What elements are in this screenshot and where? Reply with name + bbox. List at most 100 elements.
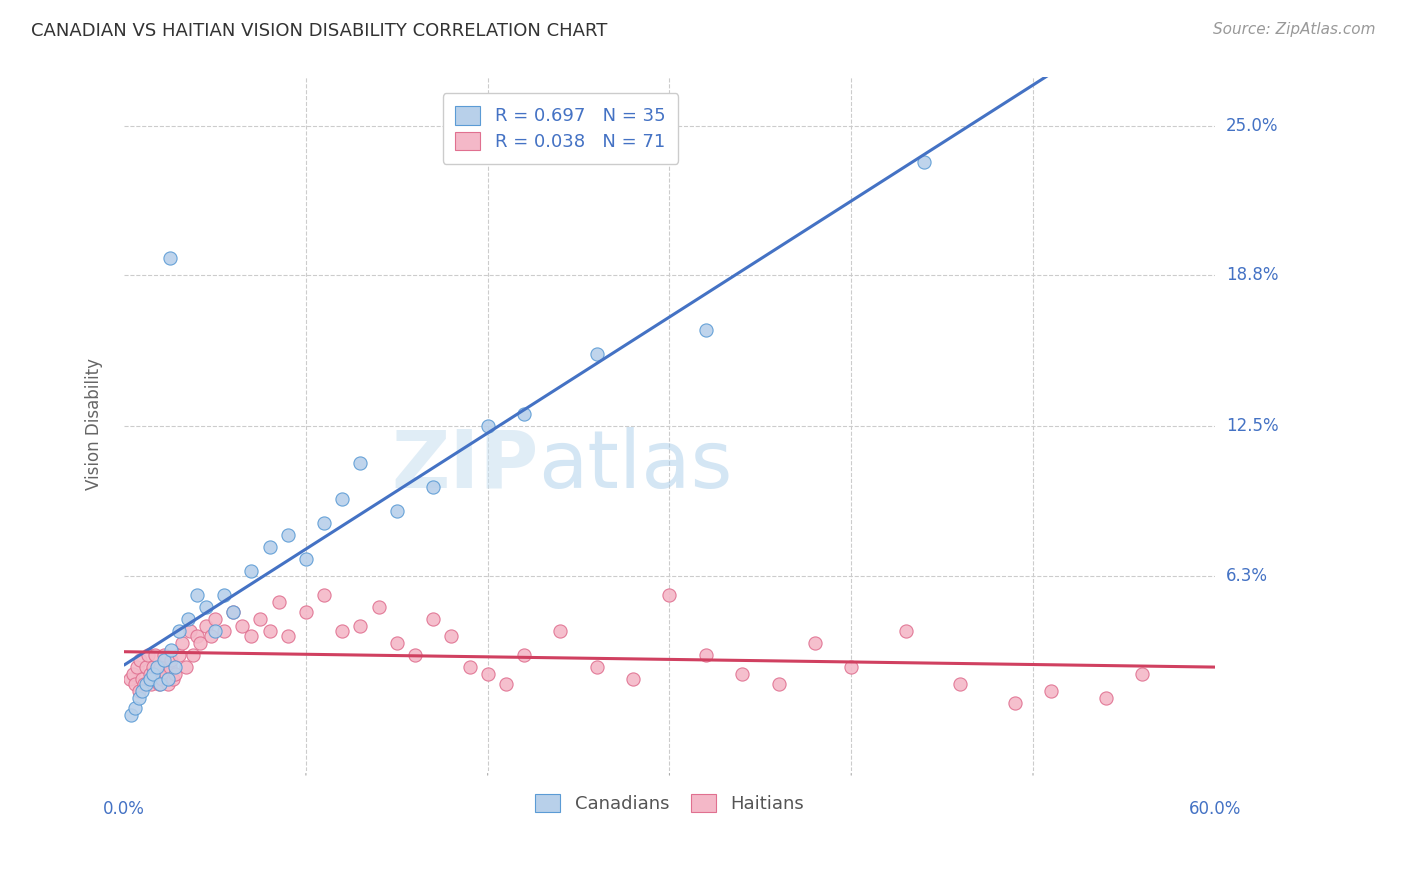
Point [550,624,572,638]
Point [167,624,190,638]
Point [204,612,226,626]
Point [440,629,463,643]
Y-axis label: Vision Disability: Vision Disability [86,358,103,490]
Text: atlas: atlas [538,426,733,505]
Point [186,629,208,643]
Point [177,612,200,626]
Point [1130,667,1153,681]
Point [231,619,253,633]
Point [131,684,153,698]
Text: 60.0%: 60.0% [1188,799,1241,818]
Text: 18.8%: 18.8% [1226,266,1278,284]
Point [142,660,165,674]
Point [695,648,717,662]
Point [149,677,172,691]
Point [804,636,827,650]
Point [658,588,681,602]
Point [222,605,245,619]
Point [277,528,299,542]
Point [367,600,389,615]
Point [124,701,146,715]
Point [146,667,169,681]
Point [212,624,235,638]
Point [160,643,183,657]
Point [129,653,152,667]
Point [131,672,153,686]
Point [142,667,165,681]
Point [585,347,607,361]
Point [174,660,197,674]
Text: 0.0%: 0.0% [103,799,145,818]
Point [135,660,157,674]
Point [222,605,245,619]
Point [422,480,444,494]
Point [118,672,141,686]
Point [585,660,607,674]
Point [314,588,336,602]
Point [477,667,499,681]
Point [267,595,290,609]
Point [125,660,148,674]
Point [135,677,157,691]
Point [163,660,186,674]
Point [122,667,145,681]
Point [124,677,146,691]
Point [153,648,176,662]
Point [731,667,754,681]
Text: Source: ZipAtlas.com: Source: ZipAtlas.com [1212,22,1375,37]
Point [695,323,717,337]
Point [495,677,517,691]
Point [349,456,371,470]
Point [190,636,212,650]
Point [330,491,353,506]
Point [1004,696,1026,710]
Point [156,677,179,691]
Point [155,667,177,681]
Point [404,648,426,662]
Point [146,660,169,674]
Point [186,588,208,602]
Point [330,624,353,638]
Point [179,624,201,638]
Point [385,504,408,518]
Point [477,419,499,434]
Point [295,552,318,566]
Point [768,677,790,691]
Point [149,660,172,674]
Point [172,636,194,650]
Text: 25.0%: 25.0% [1226,117,1278,135]
Point [138,672,160,686]
Point [128,691,150,706]
Point [150,672,173,686]
Point [513,648,536,662]
Point [1094,691,1116,706]
Point [136,648,159,662]
Point [204,624,226,638]
Point [1040,684,1063,698]
Point [120,708,142,723]
Point [200,629,222,643]
Point [912,154,935,169]
Point [156,672,179,686]
Point [277,629,299,643]
Text: CANADIAN VS HAITIAN VISION DISABILITY CORRELATION CHART: CANADIAN VS HAITIAN VISION DISABILITY CO… [31,22,607,40]
Point [259,540,281,554]
Point [167,648,190,662]
Point [240,564,263,578]
Point [181,648,204,662]
Point [153,653,176,667]
Point [138,667,160,681]
Text: 12.5%: 12.5% [1226,417,1278,435]
Point [621,672,644,686]
Point [143,648,166,662]
Point [314,516,336,530]
Point [240,629,263,643]
Point [159,660,181,674]
Legend: Canadians, Haitians: Canadians, Haitians [524,783,815,824]
Point [349,619,371,633]
Point [894,624,917,638]
Point [949,677,972,691]
Point [163,667,186,681]
Point [162,672,184,686]
Point [160,653,183,667]
